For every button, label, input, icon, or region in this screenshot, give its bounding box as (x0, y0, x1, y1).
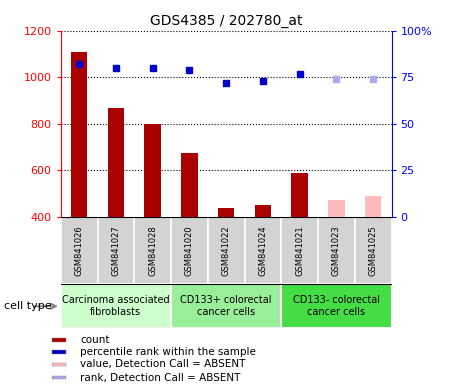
Bar (218, 208, 234, 217)
Text: Carcinoma associated
fibroblasts: Carcinoma associated fibroblasts (62, 295, 170, 317)
Bar (108, 108, 124, 217)
Bar (61, 217, 98, 284)
Text: GSM841027: GSM841027 (112, 225, 121, 276)
Bar (244, 217, 281, 284)
Bar (71, 52, 87, 217)
Text: GSM841025: GSM841025 (369, 225, 378, 276)
Text: value, Detection Call = ABSENT: value, Detection Call = ABSENT (80, 359, 245, 369)
Bar (281, 217, 318, 284)
Bar (355, 217, 392, 284)
Bar (52, 350, 66, 354)
Text: cell type: cell type (4, 301, 52, 311)
Text: GSM841024: GSM841024 (258, 225, 267, 276)
Bar (52, 362, 66, 366)
Text: GSM841020: GSM841020 (185, 225, 194, 276)
Bar (171, 284, 281, 328)
Text: count: count (80, 335, 109, 345)
Text: GSM841022: GSM841022 (221, 225, 230, 276)
Bar (208, 217, 244, 284)
Text: GSM841023: GSM841023 (332, 225, 341, 276)
Title: GDS4385 / 202780_at: GDS4385 / 202780_at (150, 14, 302, 28)
Bar (98, 217, 134, 284)
Bar (291, 173, 308, 217)
Bar (144, 124, 161, 217)
Text: GSM841021: GSM841021 (295, 225, 304, 276)
Bar (328, 200, 345, 217)
Bar (52, 338, 66, 342)
Bar (52, 376, 66, 379)
Bar (318, 217, 355, 284)
Text: GSM841026: GSM841026 (75, 225, 84, 276)
Bar (255, 205, 271, 217)
Text: percentile rank within the sample: percentile rank within the sample (80, 347, 256, 357)
Bar (365, 196, 382, 217)
Bar (134, 217, 171, 284)
Text: CD133- colorectal
cancer cells: CD133- colorectal cancer cells (293, 295, 380, 317)
Text: GSM841028: GSM841028 (148, 225, 157, 276)
Bar (181, 153, 198, 217)
Bar (61, 284, 171, 328)
Text: rank, Detection Call = ABSENT: rank, Detection Call = ABSENT (80, 373, 240, 383)
Text: CD133+ colorectal
cancer cells: CD133+ colorectal cancer cells (180, 295, 272, 317)
Bar (171, 217, 208, 284)
Bar (281, 284, 392, 328)
